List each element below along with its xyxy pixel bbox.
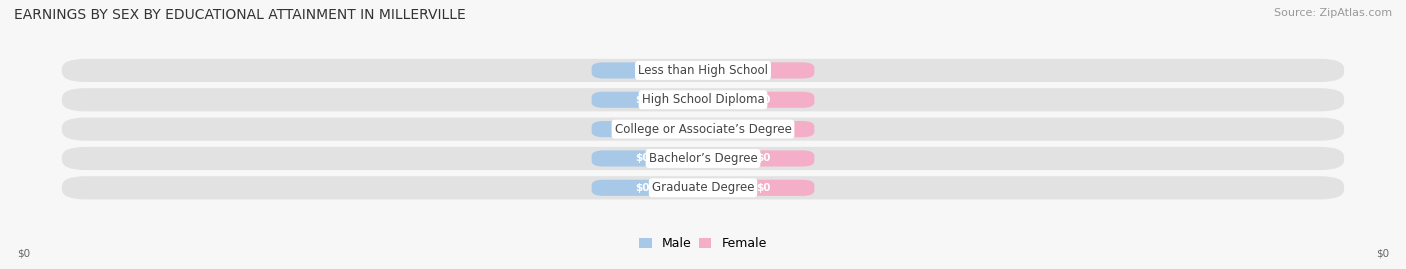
Text: Bachelor’s Degree: Bachelor’s Degree	[648, 152, 758, 165]
FancyBboxPatch shape	[62, 59, 1344, 82]
FancyBboxPatch shape	[592, 62, 693, 79]
Text: $0: $0	[756, 124, 770, 134]
FancyBboxPatch shape	[592, 180, 693, 196]
Text: $0: $0	[636, 124, 650, 134]
Text: High School Diploma: High School Diploma	[641, 93, 765, 106]
Text: EARNINGS BY SEX BY EDUCATIONAL ATTAINMENT IN MILLERVILLE: EARNINGS BY SEX BY EDUCATIONAL ATTAINMEN…	[14, 8, 465, 22]
Text: $0: $0	[17, 248, 30, 258]
Text: Less than High School: Less than High School	[638, 64, 768, 77]
FancyBboxPatch shape	[713, 92, 814, 108]
Text: Graduate Degree: Graduate Degree	[652, 181, 754, 194]
FancyBboxPatch shape	[713, 150, 814, 167]
FancyBboxPatch shape	[713, 180, 814, 196]
Text: College or Associate’s Degree: College or Associate’s Degree	[614, 123, 792, 136]
Text: $0: $0	[636, 154, 650, 164]
Text: $0: $0	[1376, 248, 1389, 258]
Text: $0: $0	[636, 95, 650, 105]
Text: Source: ZipAtlas.com: Source: ZipAtlas.com	[1274, 8, 1392, 18]
Text: $0: $0	[756, 183, 770, 193]
Text: $0: $0	[636, 183, 650, 193]
FancyBboxPatch shape	[592, 150, 693, 167]
FancyBboxPatch shape	[592, 92, 693, 108]
Text: $0: $0	[636, 65, 650, 75]
FancyBboxPatch shape	[62, 176, 1344, 199]
FancyBboxPatch shape	[592, 121, 693, 137]
FancyBboxPatch shape	[62, 147, 1344, 170]
FancyBboxPatch shape	[713, 62, 814, 79]
FancyBboxPatch shape	[62, 88, 1344, 111]
FancyBboxPatch shape	[62, 118, 1344, 141]
Text: $0: $0	[756, 154, 770, 164]
Legend: Male, Female: Male, Female	[634, 232, 772, 255]
Text: $0: $0	[756, 65, 770, 75]
Text: $0: $0	[756, 95, 770, 105]
FancyBboxPatch shape	[713, 121, 814, 137]
